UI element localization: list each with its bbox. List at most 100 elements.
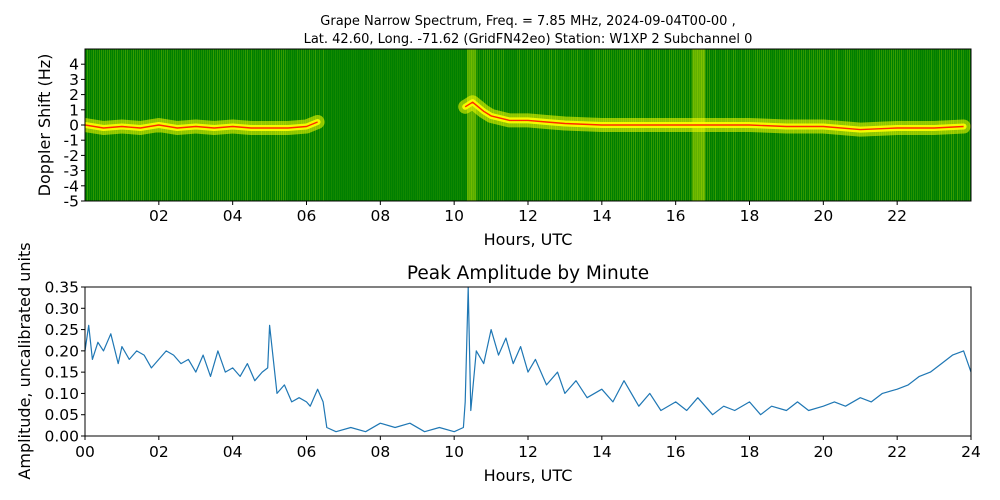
spectrogram-x-axis: 02 04 06 08 10 12 14 16 18 20 22 bbox=[149, 201, 907, 225]
spectrogram-noise-column bbox=[433, 49, 434, 201]
amplitude-x-tick-label: 14 bbox=[592, 443, 612, 461]
spectrogram-noise-column bbox=[335, 49, 336, 201]
spectrogram-noise-column bbox=[491, 49, 492, 201]
spectrogram-noise-column bbox=[459, 49, 460, 201]
spectrogram-noise-column bbox=[331, 49, 332, 201]
spectrogram-noise-column bbox=[435, 49, 436, 201]
spectrogram-noise-column bbox=[481, 49, 482, 201]
spectrogram-noise-column bbox=[411, 49, 412, 201]
spectrogram-noise-column bbox=[387, 49, 388, 201]
spectrogram-noise-column bbox=[413, 49, 414, 201]
spectrogram-noise-column bbox=[337, 49, 338, 201]
spectrogram-noise-column bbox=[391, 49, 392, 201]
spectrogram-noise-column bbox=[389, 49, 390, 201]
spectrogram-noise-column bbox=[497, 49, 498, 201]
spectrogram-noise-column bbox=[423, 49, 424, 201]
spectrogram-noise-column bbox=[467, 49, 468, 201]
spectrogram-noise-column bbox=[461, 49, 462, 201]
amplitude-x-tick-label: 22 bbox=[887, 443, 907, 461]
amplitude-x-tick-label: 10 bbox=[444, 443, 464, 461]
spectrogram-noise-column bbox=[441, 49, 442, 201]
amplitude-chart-title: Peak Amplitude by Minute bbox=[407, 263, 649, 284]
spectrogram-noise-column bbox=[329, 49, 330, 201]
spectrogram-noise-column bbox=[417, 49, 418, 201]
spectrogram-x-tick-label: 02 bbox=[149, 207, 169, 225]
spectrogram-noise-column bbox=[437, 49, 438, 201]
spectrogram-noise-column bbox=[439, 49, 440, 201]
spectrogram-x-tick-label: 08 bbox=[370, 207, 390, 225]
amplitude-x-tick-label: 08 bbox=[370, 443, 390, 461]
spectrogram-y-tick-label: 4 bbox=[69, 56, 79, 74]
amplitude-x-tick-label: 18 bbox=[740, 443, 760, 461]
spectrogram-noise-column bbox=[455, 49, 456, 201]
amplitude-y-axis: 0.00 0.05 0.10 0.15 0.20 0.25 0.30 0.35 bbox=[44, 279, 85, 446]
spectrogram-noise-column bbox=[379, 49, 380, 201]
spectrogram-noise-column bbox=[431, 49, 432, 201]
spectrogram-chart: Grape Narrow Spectrum, Freq. = 7.85 MHz,… bbox=[35, 14, 972, 249]
spectrogram-noise-column bbox=[449, 49, 450, 201]
spectrogram-noise-column bbox=[473, 49, 474, 201]
spectrogram-noise-column bbox=[483, 49, 484, 201]
spectrogram-noise-column bbox=[415, 49, 416, 201]
spectrogram-noise-column bbox=[395, 49, 396, 201]
spectrogram-noise-column bbox=[343, 49, 344, 201]
spectrogram-noise-column bbox=[479, 49, 480, 201]
spectrogram-noise-column bbox=[443, 49, 444, 201]
amplitude-y-tick-label: 0.00 bbox=[44, 428, 79, 446]
spectrogram-noise-column bbox=[475, 49, 476, 201]
amplitude-y-tick-label: 0.15 bbox=[44, 364, 79, 382]
spectrogram-y-tick-label: -5 bbox=[64, 193, 79, 211]
spectrogram-x-tick-label: 12 bbox=[518, 207, 538, 225]
amplitude-x-tick-label: 04 bbox=[223, 443, 243, 461]
spectrogram-y-tick-label: -3 bbox=[64, 162, 79, 180]
spectrogram-x-tick-label: 04 bbox=[223, 207, 243, 225]
spectrogram-y-tick-label: -2 bbox=[64, 147, 79, 165]
amplitude-series-line bbox=[85, 287, 971, 433]
amplitude-y-tick-label: 0.25 bbox=[44, 321, 79, 339]
spectrogram-x-tick-label: 14 bbox=[592, 207, 612, 225]
spectrogram-noise-column bbox=[363, 49, 364, 201]
spectrogram-x-tick-label: 22 bbox=[887, 207, 907, 225]
spectrogram-noise-column bbox=[347, 49, 348, 201]
spectrogram-noise-column bbox=[349, 49, 350, 201]
spectrogram-noise-column bbox=[365, 49, 366, 201]
amplitude-x-tick-label: 00 bbox=[75, 443, 95, 461]
amplitude-x-tick-label: 24 bbox=[961, 443, 981, 461]
spectrogram-title-line2: Lat. 42.60, Long. -71.62 (GridFN42eo) St… bbox=[304, 32, 753, 47]
spectrogram-y-tick-label: -4 bbox=[64, 177, 79, 195]
spectrogram-x-tick-label: 10 bbox=[444, 207, 464, 225]
spectrogram-noise-column bbox=[421, 49, 422, 201]
spectrogram-y-tick-label: 2 bbox=[69, 86, 79, 104]
spectrogram-noise-column bbox=[493, 49, 494, 201]
spectrogram-noise-column bbox=[457, 49, 458, 201]
spectrogram-noise-column bbox=[353, 49, 354, 201]
spectrogram-noise-column bbox=[401, 49, 402, 201]
spectrogram-bright-band bbox=[467, 49, 477, 201]
spectrogram-noise-column bbox=[355, 49, 356, 201]
spectrogram-x-axis-label: Hours, UTC bbox=[484, 230, 573, 249]
amplitude-y-tick-label: 0.05 bbox=[44, 406, 79, 424]
spectrogram-noise-column bbox=[477, 49, 478, 201]
spectrogram-noise-column bbox=[447, 49, 448, 201]
amplitude-x-axis: 00 02 04 06 08 10 12 14 16 18 20 22 24 bbox=[75, 436, 981, 461]
spectrogram-noise-column bbox=[351, 49, 352, 201]
spectrogram-noise-column bbox=[451, 49, 452, 201]
spectrogram-noise-column bbox=[469, 49, 470, 201]
spectrogram-noise-column bbox=[371, 49, 372, 201]
spectrogram-noise-column bbox=[445, 49, 446, 201]
spectrogram-noise-column bbox=[377, 49, 378, 201]
amplitude-x-tick-label: 02 bbox=[149, 443, 169, 461]
spectrogram-noise-column bbox=[361, 49, 362, 201]
spectrogram-noise-column bbox=[375, 49, 376, 201]
spectrogram-title-line1: Grape Narrow Spectrum, Freq. = 7.85 MHz,… bbox=[320, 14, 735, 29]
amplitude-x-tick-label: 12 bbox=[518, 443, 538, 461]
amplitude-chart: Peak Amplitude by Minute 00 02 04 06 08 10 12 1… bbox=[15, 242, 981, 485]
amplitude-x-tick-label: 16 bbox=[666, 443, 686, 461]
spectrogram-noise-column bbox=[393, 49, 394, 201]
amplitude-y-tick-label: 0.10 bbox=[44, 385, 79, 403]
spectrogram-noise-column bbox=[359, 49, 360, 201]
spectrogram-noise-column bbox=[465, 49, 466, 201]
spectrogram-noise-column bbox=[453, 49, 454, 201]
